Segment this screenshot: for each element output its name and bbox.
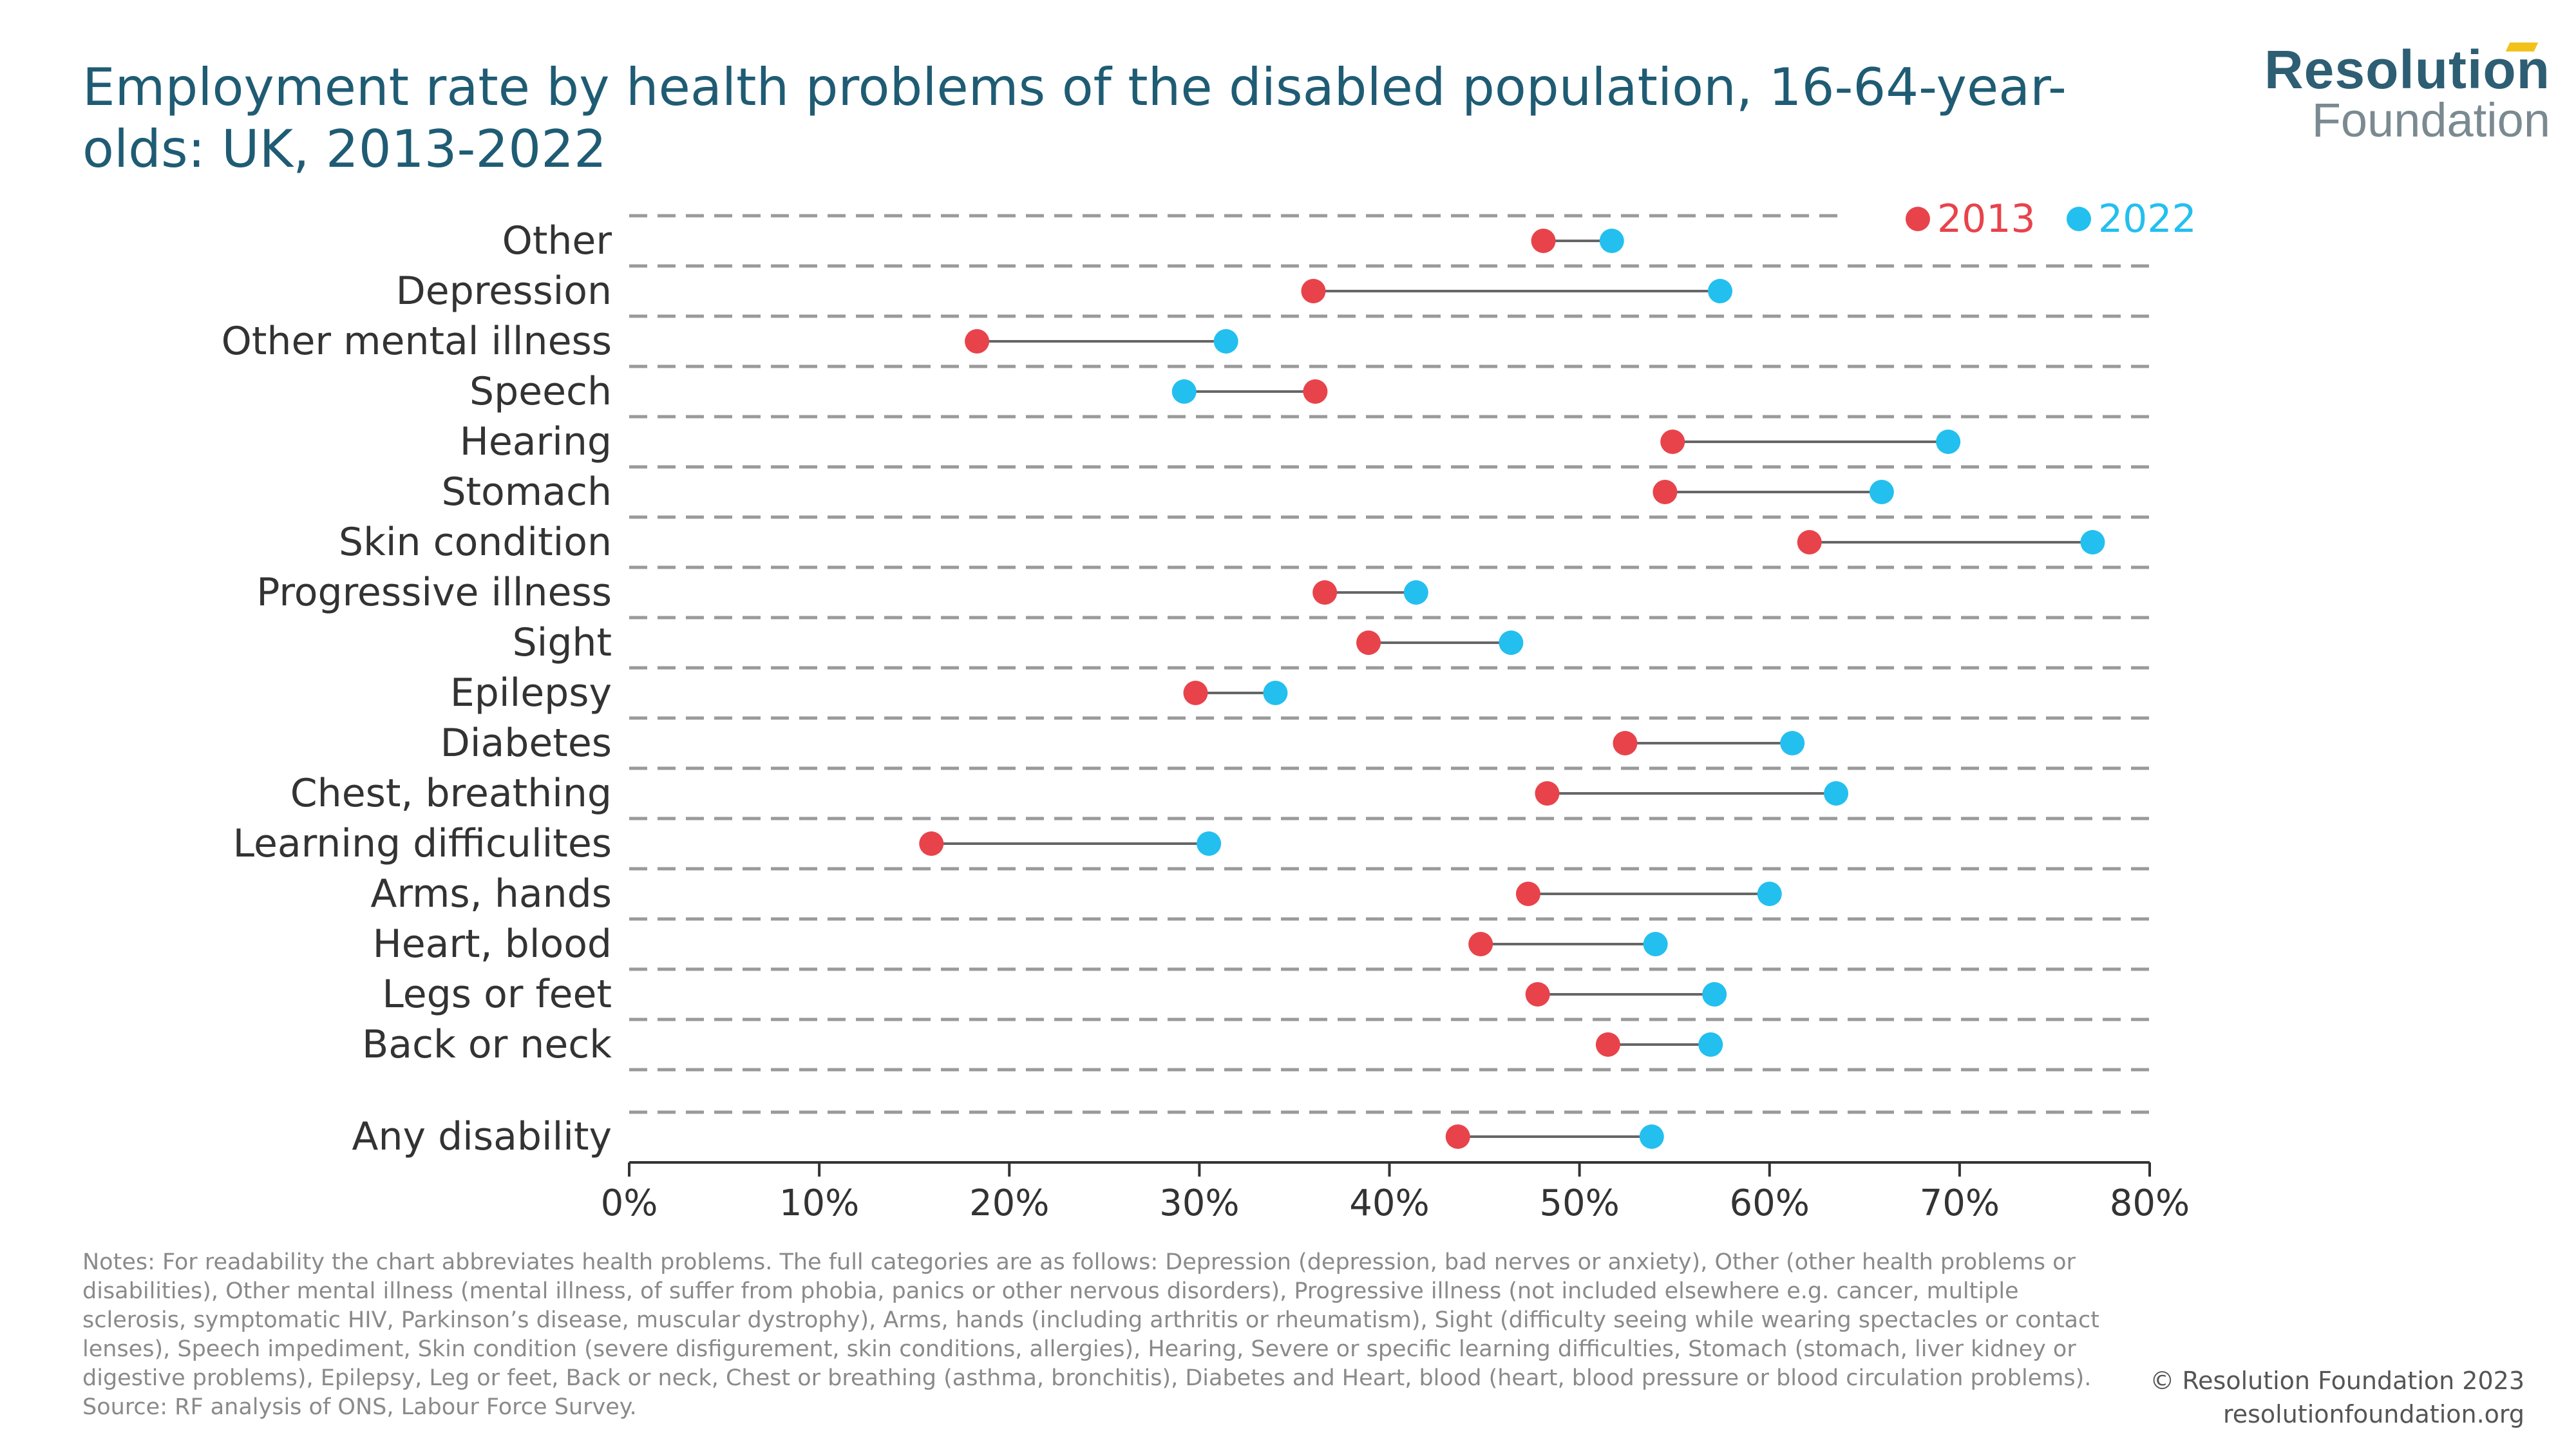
dot-2013 bbox=[1535, 781, 1560, 806]
dot-2013 bbox=[1445, 1124, 1470, 1149]
resolution-foundation-logo: Resolution Foundation bbox=[2228, 39, 2550, 148]
dot-2022 bbox=[1499, 630, 1524, 655]
x-tick-label: 30% bbox=[1159, 1182, 1239, 1224]
dot-2013 bbox=[1660, 430, 1685, 454]
dot-2013 bbox=[1531, 229, 1556, 253]
dot-2022 bbox=[2080, 530, 2105, 554]
dot-layer bbox=[919, 229, 2105, 1149]
dot-2022 bbox=[1757, 882, 1782, 906]
category-label: Learning difficulites bbox=[233, 821, 612, 866]
x-tick-label: 50% bbox=[1539, 1182, 1619, 1224]
dot-2013 bbox=[1613, 731, 1638, 755]
notes-text: Notes: For readability the chart abbrevi… bbox=[82, 1249, 2099, 1391]
dot-2022 bbox=[1702, 982, 1727, 1007]
category-label: Back or neck bbox=[362, 1022, 612, 1067]
dot-2013 bbox=[1653, 480, 1678, 504]
dot-2013 bbox=[1183, 681, 1208, 705]
dot-2013 bbox=[1303, 379, 1328, 404]
dot-2022 bbox=[1197, 831, 1222, 856]
dot-2013 bbox=[919, 831, 944, 856]
dot-2013 bbox=[965, 329, 990, 354]
dot-2022 bbox=[1599, 229, 1624, 253]
category-label: Other mental illness bbox=[222, 319, 612, 364]
dot-2022 bbox=[1936, 430, 1961, 454]
x-axis: 0% 10% 20% 30% 40% 50% 60% 70% 80% bbox=[601, 1161, 2190, 1224]
dot-2013 bbox=[1525, 982, 1550, 1007]
dot-2013 bbox=[1595, 1032, 1620, 1057]
dot-2013 bbox=[1356, 630, 1381, 655]
x-tick-label: 70% bbox=[1920, 1182, 2000, 1224]
x-tick-label: 60% bbox=[1730, 1182, 1810, 1224]
connector-layer bbox=[931, 240, 2093, 1138]
dot-2022 bbox=[1403, 580, 1428, 605]
dot-2022 bbox=[1643, 932, 1668, 956]
logo-line2: Foundation bbox=[2311, 93, 2550, 147]
dot-2022 bbox=[1698, 1032, 1723, 1057]
logo-line1: Resolution bbox=[2264, 39, 2550, 100]
dot-2013 bbox=[1312, 580, 1338, 605]
legend-dot-2013 bbox=[1906, 207, 1930, 231]
category-label: Skin condition bbox=[339, 520, 612, 565]
copyright-text: © Resolution Foundation 2023 bbox=[2150, 1367, 2524, 1395]
dot-2013 bbox=[1515, 882, 1540, 906]
x-tick-label: 0% bbox=[601, 1182, 658, 1224]
x-tick-label: 40% bbox=[1349, 1182, 1429, 1224]
category-label: Stomach bbox=[441, 469, 612, 515]
legend-dot-2022 bbox=[2067, 207, 2091, 231]
dot-2022 bbox=[1639, 1124, 1664, 1149]
legend-label-2013: 2013 bbox=[1937, 196, 2036, 242]
category-label-layer: Other Depression Other mental illness Speec… bbox=[222, 218, 612, 1159]
dot-2022 bbox=[1263, 681, 1288, 705]
dot-2013 bbox=[1797, 530, 1822, 554]
category-label: Any disability bbox=[352, 1114, 612, 1159]
grid-layer bbox=[629, 214, 2150, 1114]
dot-2013 bbox=[1468, 932, 1493, 956]
dot-2022 bbox=[1708, 279, 1733, 303]
chart-title: Employment rate by health problems of th… bbox=[82, 57, 2067, 179]
dot-2022 bbox=[1171, 379, 1197, 404]
dot-2022 bbox=[1780, 731, 1805, 755]
legend: 2013 2022 bbox=[1906, 196, 2197, 242]
x-tick-label: 10% bbox=[779, 1182, 859, 1224]
category-label: Sight bbox=[513, 620, 612, 665]
category-label: Chest, breathing bbox=[290, 771, 612, 816]
legend-label-2022: 2022 bbox=[2098, 196, 2197, 242]
website-text: resolutionfoundation.org bbox=[2222, 1400, 2524, 1428]
category-label: Legs or feet bbox=[382, 972, 612, 1017]
category-label: Depression bbox=[396, 269, 612, 314]
category-label: Diabetes bbox=[440, 721, 612, 766]
category-label: Arms, hands bbox=[370, 871, 612, 916]
dot-2022 bbox=[1213, 329, 1238, 354]
dot-2022 bbox=[1869, 480, 1894, 504]
category-label: Heart, blood bbox=[373, 922, 612, 967]
category-label: Hearing bbox=[460, 419, 612, 464]
source-text: Source: RF analysis of ONS, Labour Force… bbox=[82, 1394, 637, 1420]
x-tick-label: 20% bbox=[969, 1182, 1049, 1224]
dumbbell-chart: Other Depression Other mental illness Speec… bbox=[222, 196, 2197, 1224]
chart-notes: Notes: For readability the chart abbrevi… bbox=[82, 1248, 2111, 1422]
x-tick-label: 80% bbox=[2110, 1182, 2190, 1224]
dot-2022 bbox=[1824, 781, 1849, 806]
category-label: Epilepsy bbox=[450, 670, 612, 715]
category-label: Progressive illness bbox=[256, 570, 612, 615]
credits: © Resolution Foundation 2023 resolutionf… bbox=[2150, 1364, 2524, 1431]
category-label: Speech bbox=[469, 369, 612, 414]
category-label: Other bbox=[502, 218, 612, 263]
dot-2013 bbox=[1301, 279, 1326, 303]
